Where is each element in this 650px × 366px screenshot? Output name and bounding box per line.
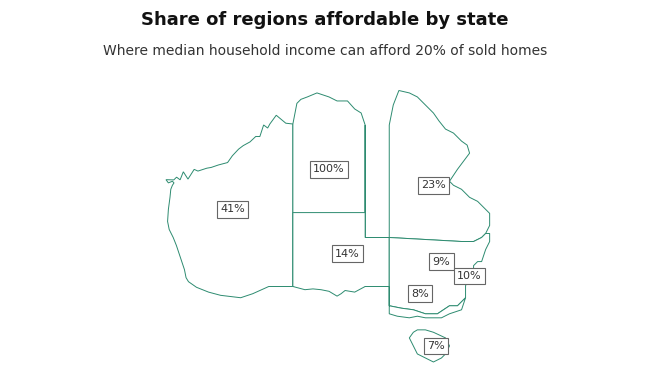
- Text: 100%: 100%: [313, 164, 345, 174]
- Text: 9%: 9%: [433, 257, 450, 266]
- Text: 8%: 8%: [411, 289, 428, 299]
- Polygon shape: [293, 93, 365, 287]
- Text: 23%: 23%: [421, 180, 446, 190]
- Text: 41%: 41%: [220, 204, 245, 214]
- Text: 7%: 7%: [427, 341, 445, 351]
- Text: Where median household income can afford 20% of sold homes: Where median household income can afford…: [103, 44, 547, 58]
- Polygon shape: [389, 287, 465, 318]
- Polygon shape: [410, 330, 450, 362]
- Text: 14%: 14%: [335, 249, 360, 258]
- Text: 10%: 10%: [457, 271, 482, 281]
- Polygon shape: [389, 234, 489, 314]
- Polygon shape: [293, 213, 389, 296]
- Text: Share of regions affordable by state: Share of regions affordable by state: [141, 11, 509, 29]
- Polygon shape: [365, 90, 489, 242]
- Polygon shape: [166, 115, 293, 298]
